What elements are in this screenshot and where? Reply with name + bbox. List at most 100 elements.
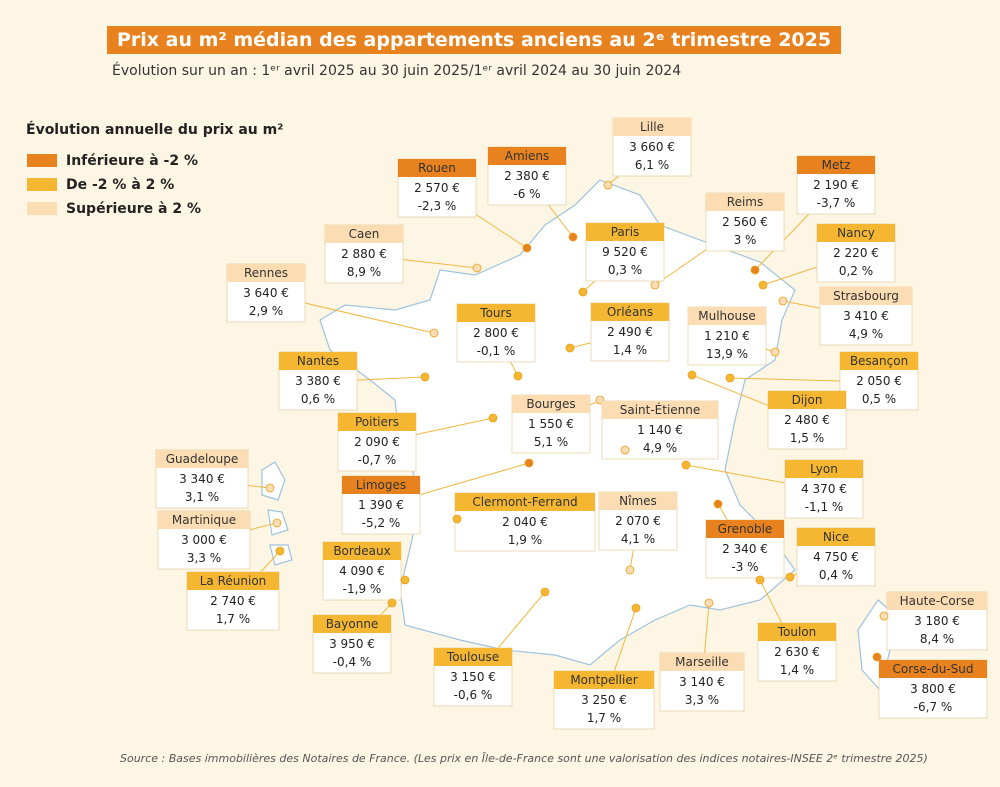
city-change: 6,1 %: [635, 158, 669, 172]
city-name: Bayonne: [326, 617, 379, 631]
city-name: Amiens: [505, 149, 549, 163]
city-price: 2 380 €: [504, 169, 550, 183]
city-name: Grenoble: [718, 522, 773, 536]
city-price: 3 140 €: [679, 675, 725, 689]
city-name: Lyon: [810, 462, 838, 476]
city-name: Nîmes: [619, 494, 657, 508]
city-name: Toulouse: [446, 650, 499, 664]
city-price: 2 880 €: [341, 247, 387, 261]
city-change: 8,9 %: [347, 265, 381, 279]
city-price: 1 210 €: [704, 329, 750, 343]
city-dot: [872, 652, 882, 662]
city-dot: [429, 328, 439, 338]
city-dot: [578, 287, 588, 297]
source: Source : Bases immobilières des Notaires…: [120, 752, 928, 765]
name-band: [338, 413, 416, 431]
city-dot: [275, 546, 285, 556]
name-band: [599, 492, 677, 510]
city-dot: [387, 598, 397, 608]
city-dot: [879, 611, 889, 621]
city-dot: [540, 587, 550, 597]
name-band: [797, 156, 875, 174]
city-change: 3,3 %: [685, 693, 719, 707]
city-dot: [488, 413, 498, 423]
city-price: 2 800 €: [473, 326, 519, 340]
legend-swatch: [27, 178, 57, 191]
city-name: Rennes: [244, 266, 288, 280]
city-dot: [620, 445, 630, 455]
city-name: Marseille: [675, 655, 729, 669]
name-band: [512, 395, 590, 413]
legend-label: Inférieure à -2 %: [66, 153, 198, 169]
city-price: 2 570 €: [414, 181, 460, 195]
name-band: [156, 450, 248, 468]
name-band: [688, 307, 766, 325]
city-change: -3 %: [731, 560, 758, 574]
city-name: Rouen: [418, 161, 456, 175]
name-band: [342, 476, 420, 494]
city-dot: [725, 373, 735, 383]
city-price: 3 800 €: [910, 682, 956, 696]
city-price: 3 410 €: [843, 309, 889, 323]
city-change: 4,9 %: [849, 327, 883, 341]
name-band: [820, 287, 912, 305]
city-dot: [631, 603, 641, 613]
city-name: Guadeloupe: [166, 452, 239, 466]
city-change: 1,4 %: [780, 663, 814, 677]
city-name: La Réunion: [200, 574, 267, 588]
city-name: Bordeaux: [333, 544, 390, 558]
city-change: 13,9 %: [706, 347, 748, 361]
subtitle: Évolution sur un an : 1ᵉʳ avril 2025 au …: [112, 63, 682, 79]
city-dot: [625, 565, 635, 575]
city-change: 1,4 %: [613, 343, 647, 357]
city-dot: [420, 372, 430, 382]
name-band: [840, 352, 918, 370]
name-band: [591, 303, 669, 321]
city-name: Besançon: [850, 354, 908, 368]
name-band: [455, 493, 595, 511]
city-dot: [472, 263, 482, 273]
city-change: 1,7 %: [216, 612, 250, 626]
city-dot: [513, 371, 523, 381]
city-change: -0,4 %: [333, 655, 372, 669]
city-name: Bourges: [526, 397, 575, 411]
city-price: 2 040 €: [502, 515, 548, 529]
city-name: Metz: [822, 158, 851, 172]
name-band: [768, 391, 846, 409]
city-name: Lille: [640, 120, 664, 134]
title: Prix au m² médian des appartements ancie…: [107, 26, 842, 54]
city-change: -3,7 %: [817, 196, 856, 210]
city-price: 3 150 €: [450, 670, 496, 684]
city-price: 4 370 €: [801, 482, 847, 496]
legend-label: Supérieure à 2 %: [66, 201, 201, 217]
city-change: 1,5 %: [790, 431, 824, 445]
city-name: Mulhouse: [698, 309, 755, 323]
city-name: Nantes: [297, 354, 339, 368]
city-dot: [785, 572, 795, 582]
city-dot: [758, 280, 768, 290]
city-price: 3 640 €: [243, 286, 289, 300]
city-change: 1,7 %: [587, 711, 621, 725]
city-price: 4 090 €: [339, 564, 385, 578]
city-price: 2 070 €: [615, 514, 661, 528]
city-change: 0,2 %: [839, 264, 873, 278]
city-change: 0,6 %: [301, 392, 335, 406]
city-change: 3,3 %: [187, 551, 221, 565]
name-band: [602, 401, 718, 419]
name-band: [554, 671, 654, 689]
city-dot: [265, 483, 275, 493]
city-name: Caen: [349, 227, 380, 241]
city-dot: [687, 370, 697, 380]
name-band: [660, 653, 744, 671]
city-name: Tours: [479, 306, 511, 320]
city-change: 4,9 %: [643, 441, 677, 455]
city-price: 2 740 €: [210, 594, 256, 608]
city-change: -2,3 %: [418, 199, 457, 213]
city-change: -0,7 %: [358, 453, 397, 467]
name-band: [398, 159, 476, 177]
city-dot: [524, 458, 534, 468]
city-name: Orléans: [607, 305, 653, 319]
city-change: 8,4 %: [920, 632, 954, 646]
name-band: [613, 118, 691, 136]
